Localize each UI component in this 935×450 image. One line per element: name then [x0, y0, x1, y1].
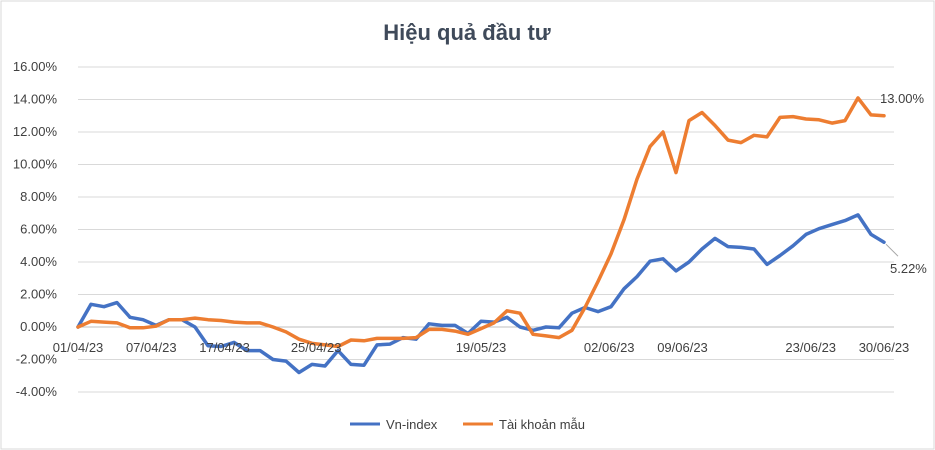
- y-tick-label: 12.00%: [13, 124, 58, 139]
- x-axis-labels: 01/04/23 07/04/23 17/04/23 25/04/23 19/05/23…: [53, 340, 910, 355]
- end-label-tai-khoan-mau: 13.00%: [880, 91, 925, 106]
- series-line-1: [76, 96, 886, 349]
- chart-title: Hiệu quả đầu tư: [383, 20, 551, 45]
- y-tick-label: 10.00%: [13, 157, 58, 172]
- x-tick-label: 30/06/23: [859, 340, 910, 355]
- y-tick-label: 14.00%: [13, 92, 58, 107]
- x-tick-label: 01/04/23: [53, 340, 104, 355]
- y-tick-label: 4.00%: [20, 254, 57, 269]
- x-tick-label: 23/06/23: [785, 340, 836, 355]
- x-tick-label: 09/06/23: [657, 340, 708, 355]
- x-tick-label: 17/04/23: [199, 340, 250, 355]
- y-tick-label: 0.00%: [20, 319, 57, 334]
- end-label-vn-index: 5.22%: [890, 261, 927, 276]
- legend: Vn-index Tài khoản mẫu: [350, 417, 585, 432]
- y-tick-label: 2.00%: [20, 287, 57, 302]
- x-tick-label: 07/04/23: [126, 340, 177, 355]
- series-layer: 5.22% 13.00%: [76, 91, 927, 375]
- y-tick-label: 16.00%: [13, 59, 58, 74]
- x-tick-label: 25/04/23: [291, 340, 342, 355]
- y-tick-label: -2.00%: [16, 352, 58, 367]
- y-tick-label: -4.00%: [16, 384, 58, 399]
- legend-label-vn-index: Vn-index: [386, 417, 438, 432]
- end-label-leader: [885, 243, 899, 257]
- y-tick-label: 8.00%: [20, 189, 57, 204]
- y-tick-label: 6.00%: [20, 222, 57, 237]
- y-axis-labels: -4.00% -2.00% 0.00% 2.00% 4.00% 6.00% 8.00% 10.…: [13, 59, 58, 399]
- legend-label-tai-khoan-mau: Tài khoản mẫu: [499, 417, 585, 432]
- x-tick-label: 02/06/23: [584, 340, 635, 355]
- series-line-0: [76, 213, 886, 375]
- x-tick-label: 19/05/23: [456, 340, 507, 355]
- gridlines: [78, 66, 894, 393]
